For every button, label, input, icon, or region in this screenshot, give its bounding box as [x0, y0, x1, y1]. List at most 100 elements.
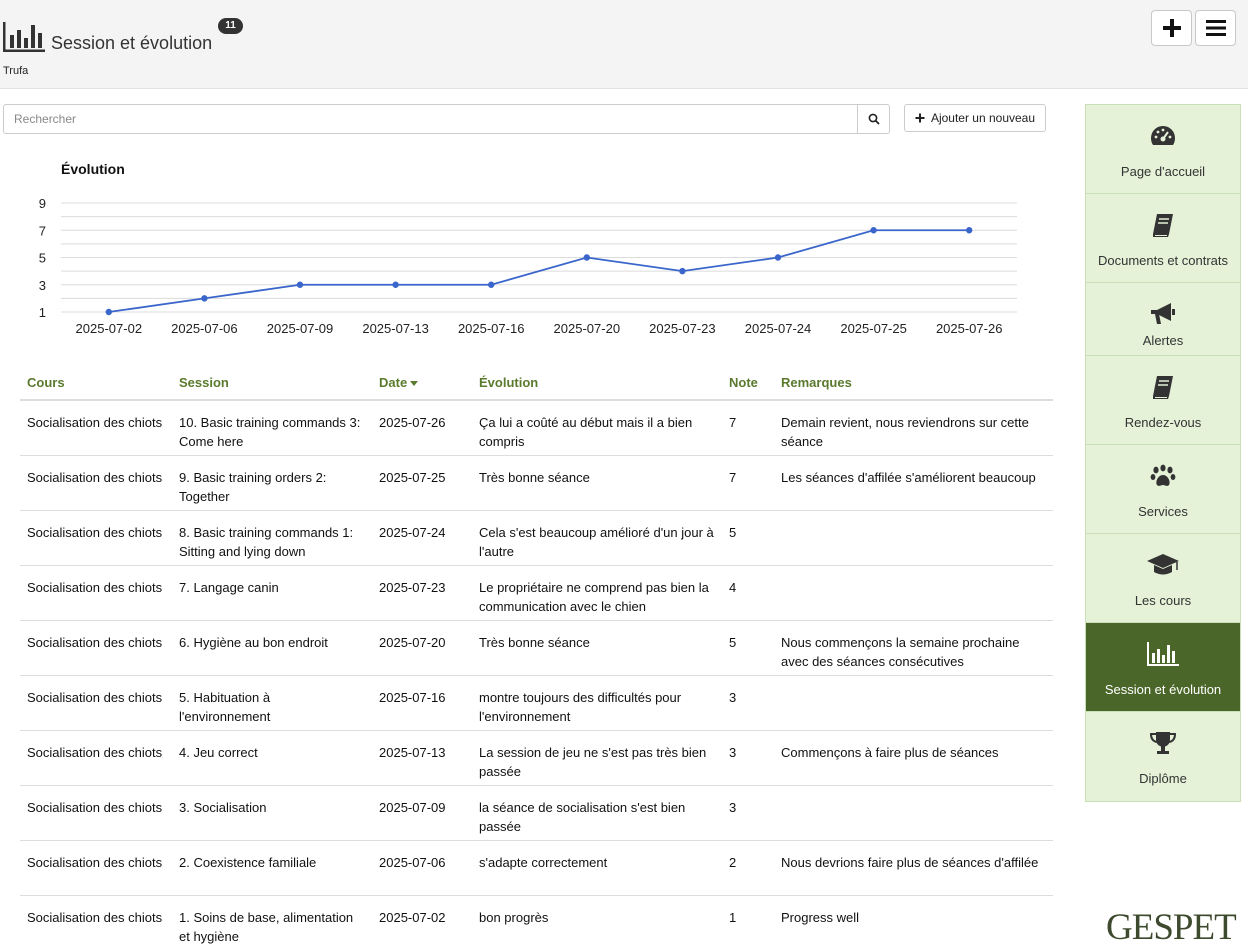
- page-subtitle: Trufa: [3, 65, 29, 77]
- table-row[interactable]: Socialisation des chiots 10. Basic train…: [20, 400, 1053, 456]
- data-point: [488, 281, 495, 288]
- sidebar-nav: Page d'accueil Documents et contrats Ale…: [1085, 104, 1241, 802]
- paw-icon: [1150, 464, 1176, 486]
- add-button[interactable]: [1151, 10, 1192, 46]
- sidebar-item-label: Session et évolution: [1104, 682, 1222, 697]
- cell-cours: Socialisation des chiots: [20, 565, 172, 621]
- table-row[interactable]: Socialisation des chiots 6. Hygiène au b…: [20, 620, 1053, 676]
- search-button[interactable]: [857, 105, 889, 133]
- cell-remarques: Nous commençons la semaine prochaine ave…: [774, 620, 1053, 676]
- y-tick-label: 1: [39, 305, 46, 320]
- cell-note: 1: [729, 909, 737, 925]
- cell-remarques: Commençons à faire plus de séances: [774, 730, 1053, 786]
- data-point: [774, 254, 782, 261]
- y-tick-label: 5: [39, 251, 46, 266]
- sidebar-item-diploma[interactable]: Diplôme: [1086, 712, 1240, 801]
- table-row[interactable]: Socialisation des chiots 7. Langage cani…: [20, 565, 1053, 621]
- data-point: [105, 308, 113, 316]
- trophy-icon: [1149, 732, 1177, 754]
- column-header-evolution[interactable]: Évolution: [472, 366, 722, 401]
- y-tick-label: 3: [39, 278, 46, 293]
- cell-date: 2025-07-13: [372, 730, 472, 786]
- cell-evolution: Très bonne séance: [472, 620, 722, 676]
- cell-remarques: Nous devrions faire plus de séances d'af…: [774, 840, 1053, 896]
- data-point: [392, 281, 399, 288]
- sidebar-item-appointments[interactable]: Rendez-vous: [1086, 356, 1240, 445]
- column-header-remarques[interactable]: Remarques: [774, 366, 1053, 401]
- sidebar-item-alerts[interactable]: Alertes: [1086, 283, 1240, 356]
- x-tick-label: 2025-07-24: [745, 321, 812, 336]
- page-title: Session et évolution: [51, 33, 213, 53]
- data-point: [583, 254, 590, 261]
- y-tick-label: 9: [39, 196, 46, 211]
- book-icon: [1153, 214, 1173, 237]
- cell-session: 3. Socialisation: [172, 785, 372, 841]
- table-row[interactable]: Socialisation des chiots 5. Habituation …: [20, 675, 1053, 731]
- table-row[interactable]: Socialisation des chiots 4. Jeu correct …: [20, 730, 1053, 786]
- x-tick-label: 2025-07-23: [649, 321, 716, 336]
- cell-note: 4: [722, 565, 774, 621]
- cell-evolution: s'adapte correctement: [472, 840, 722, 896]
- cell-session: 7. Langage canin: [172, 565, 372, 621]
- data-point: [296, 281, 304, 288]
- evolution-chart: 1 3 5 7 9 2025-07-02 2025-07-06 2025-07-09 2025-…: [20, 150, 1030, 345]
- menu-button[interactable]: [1195, 10, 1236, 46]
- cell-date: 2025-07-23: [372, 565, 472, 621]
- sort-desc-icon: [410, 381, 419, 387]
- cell-session: 4. Jeu correct: [172, 730, 372, 786]
- search-box: [3, 104, 890, 134]
- cell-remarques: [774, 675, 1053, 731]
- megaphone-icon: [1151, 303, 1175, 324]
- y-tick-label: 7: [39, 223, 46, 238]
- column-header-date[interactable]: Date: [372, 366, 472, 401]
- cell-evolution: Ça lui a coûté au début mais il a bien c…: [472, 400, 722, 456]
- cell-evolution: Cela s'est beaucoup amélioré d'un jour à…: [472, 510, 722, 566]
- brand-logo: GESPET: [1106, 907, 1237, 948]
- x-tick-label: 2025-07-02: [76, 321, 143, 336]
- cell-note: 2: [722, 840, 774, 896]
- cell-remarques: [774, 565, 1053, 621]
- cell-remarques: Progress well: [781, 909, 860, 925]
- bar-chart-icon: [1147, 642, 1179, 666]
- page-header: Session et évolution 11 Trufa: [0, 0, 1248, 89]
- data-point: [679, 267, 686, 275]
- column-header-note[interactable]: Note: [722, 366, 774, 401]
- add-new-button[interactable]: Ajouter un nouveau: [904, 104, 1046, 132]
- cell-note: 3: [722, 675, 774, 731]
- cell-session: 6. Hygiène au bon endroit: [172, 620, 372, 676]
- cell-date: 2025-07-24: [372, 510, 472, 566]
- cell-cours: Socialisation des chiots: [20, 785, 172, 841]
- cell-note: 7: [722, 455, 774, 511]
- table-row[interactable]: Socialisation des chiots 8. Basic traini…: [20, 510, 1053, 566]
- data-point: [966, 227, 973, 234]
- count-badge: 11: [218, 18, 243, 34]
- sidebar-item-documents[interactable]: Documents et contrats: [1086, 194, 1240, 283]
- search-input[interactable]: [4, 105, 857, 133]
- cell-cours: Socialisation des chiots: [20, 730, 172, 786]
- table-row[interactable]: Socialisation des chiots 9. Basic traini…: [20, 455, 1053, 511]
- column-header-session[interactable]: Session: [172, 366, 372, 401]
- cell-remarques: Les séances d'affilée s'améliorent beauc…: [774, 455, 1053, 511]
- sidebar-item-home[interactable]: Page d'accueil: [1086, 105, 1240, 194]
- table-header-row: Cours Session Date Évolution Note Remarq…: [20, 366, 1053, 401]
- sidebar-item-label: Services: [1138, 504, 1188, 519]
- cell-date: 2025-07-16: [372, 675, 472, 731]
- cell-session: 2. Coexistence familiale: [172, 840, 372, 896]
- sidebar-item-sessions[interactable]: Session et évolution: [1086, 623, 1240, 712]
- sidebar-item-courses[interactable]: Les cours: [1086, 534, 1240, 623]
- dashboard-icon: [1151, 126, 1175, 145]
- table-row[interactable]: Socialisation des chiots 3. Socialisatio…: [20, 785, 1053, 841]
- cell-evolution: Le propriétaire ne comprend pas bien la …: [472, 565, 722, 621]
- x-tick-label: 2025-07-13: [362, 321, 429, 336]
- table-row[interactable]: Socialisation des chiots 1. Soins de bas…: [20, 895, 1053, 950]
- sessions-table: Cours Session Date Évolution Note Remarq…: [20, 366, 1053, 950]
- x-tick-label: 2025-07-26: [936, 321, 1003, 336]
- cell-cours: Socialisation des chiots: [20, 840, 172, 896]
- series-line: [108, 229, 970, 313]
- table-row[interactable]: Socialisation des chiots 2. Coexistence …: [20, 840, 1053, 896]
- chart-canvas: 1 3 5 7 9 2025-07-02 2025-07-06 2025-07-09 2025-…: [39, 196, 1017, 336]
- sidebar-item-services[interactable]: Services: [1086, 445, 1240, 534]
- column-header-cours[interactable]: Cours: [20, 366, 172, 401]
- cell-note: 3: [722, 785, 774, 841]
- plus-icon: [1162, 19, 1181, 37]
